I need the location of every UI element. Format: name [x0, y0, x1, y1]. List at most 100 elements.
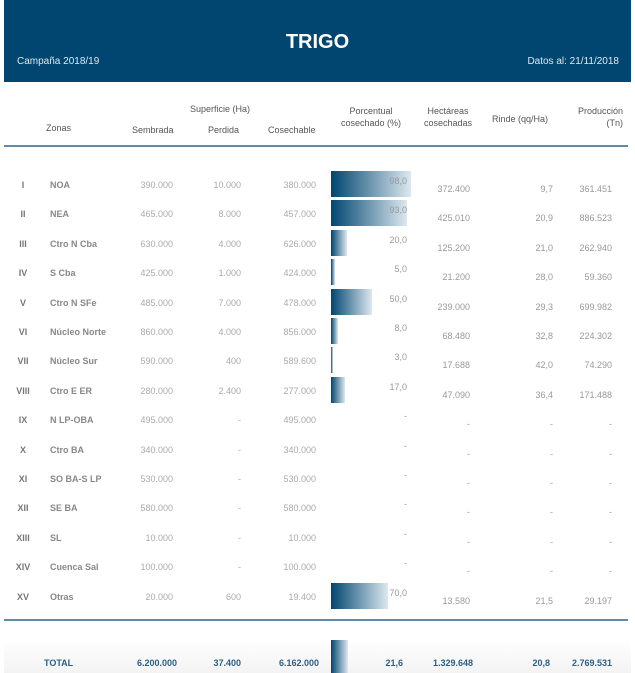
- pct-value: 98,0: [389, 176, 407, 186]
- zone-number: VI: [18, 327, 28, 337]
- cosechable-value: 424.000: [283, 268, 316, 279]
- cosechable-value: 478.000: [283, 297, 316, 308]
- perdida-value: -: [238, 444, 241, 455]
- pct-bar: [331, 347, 334, 374]
- rinde-value: 36,4: [535, 389, 553, 400]
- pct-value: 17,0: [389, 381, 407, 392]
- col-porcentual-line2: cosechado (%): [340, 118, 402, 128]
- col-porcentual: Porcentual cosechado (%): [336, 105, 406, 129]
- cosechable-value: 100.000: [283, 562, 316, 573]
- total-label: TOTAL: [44, 658, 74, 668]
- total-sembrada: 6.200.000: [136, 658, 177, 668]
- table-row: II NEA 465.000 8.000 457.000 93,0 425.010 20,9 8…: [0, 200, 635, 227]
- sembrada-value: 425.000: [140, 268, 173, 279]
- hectareas-value: 125.200: [437, 242, 470, 253]
- rinde-value: 42,0: [535, 360, 553, 371]
- hectareas-value: -: [467, 478, 470, 488]
- cosechable-value: 19.400: [288, 591, 316, 602]
- cosechable-value: 530.000: [283, 474, 316, 484]
- rinde-value: -: [550, 478, 553, 488]
- hectareas-value: 239.000: [437, 301, 470, 312]
- pct-value: 20,0: [389, 234, 407, 245]
- pct-bar: [331, 229, 348, 256]
- zone-name: Núcleo Norte: [50, 327, 107, 337]
- pct-bar: [331, 376, 345, 403]
- sembrada-value: 20.000: [145, 591, 173, 602]
- pct-value: 70,0: [389, 587, 407, 598]
- sembrada-value: 630.000: [140, 238, 173, 249]
- produccion-value: 361.451: [579, 184, 612, 194]
- pct-value: -: [404, 499, 407, 510]
- zone-number: IV: [18, 268, 28, 279]
- zone-number: X: [19, 444, 26, 455]
- pct-value: 3,0: [394, 352, 407, 363]
- zone-number: III: [19, 238, 27, 249]
- pct-bar: [331, 582, 389, 609]
- table-row: XII SE BA 580.000 - 580.000 - - - -: [0, 499, 635, 519]
- report-title: TRIGO: [285, 31, 350, 53]
- pct-bar: [331, 171, 412, 197]
- zone-name: SO BA-S LP: [50, 474, 102, 484]
- total-produccion: 2.769.531: [571, 658, 612, 668]
- rinde-value: -: [550, 419, 553, 430]
- total-pct-bar: [331, 640, 348, 673]
- zone-number: V: [19, 297, 26, 308]
- rinde-value: 20,9: [535, 213, 553, 224]
- table-row: IX N LP-OBA 495.000 - 495.000 - - - -: [0, 411, 635, 431]
- col-hectareas-line1: Hectáreas: [427, 106, 469, 116]
- zone-name: SE BA: [50, 503, 78, 514]
- zone-name: NEA: [50, 209, 70, 220]
- perdida-value: 10.000: [213, 180, 241, 190]
- produccion-value: 886.523: [579, 213, 612, 224]
- perdida-value: 2.400: [218, 385, 241, 396]
- zone-name: Ctro N Cba: [50, 238, 97, 249]
- produccion-value: 699.982: [579, 301, 612, 312]
- hectareas-value: -: [467, 419, 470, 430]
- produccion-value: -: [609, 478, 612, 488]
- zone-name: Ctro BA: [50, 444, 84, 455]
- rinde-value: 32,8: [535, 331, 553, 341]
- perdida-value: 1.000: [218, 268, 241, 279]
- table-row: V Ctro N SFe 485.000 7.000 478.000 50,0 239.00…: [0, 288, 635, 315]
- hectareas-value: -: [467, 566, 470, 577]
- hectareas-value: 47.090: [442, 389, 470, 400]
- sembrada-value: 860.000: [140, 327, 173, 337]
- zone-name: N LP-OBA: [50, 415, 94, 426]
- total-perdida: 37.400: [213, 658, 241, 668]
- pct-value: -: [404, 470, 407, 480]
- zone-number: II: [20, 209, 26, 220]
- table-row: I NOA 390.000 10.000 380.000 98,0 372.400 9,7 36…: [0, 171, 635, 197]
- total-hectareas: 1.329.648: [432, 658, 473, 668]
- pct-value: -: [404, 411, 407, 422]
- produccion-value: -: [609, 448, 612, 459]
- hectareas-value: 425.010: [437, 213, 470, 224]
- table-row: X Ctro BA 340.000 - 340.000 - - - -: [0, 441, 635, 461]
- table-row: IV S Cba 425.000 1.000 424.000 5,0 21.200 28,0 5…: [0, 259, 635, 286]
- rinde-value: 28,0: [535, 272, 553, 283]
- cosechable-value: 340.000: [283, 444, 316, 455]
- hectareas-value: 372.400: [437, 184, 470, 194]
- perdida-value: 600: [225, 591, 241, 602]
- zone-number: XIII: [16, 532, 30, 543]
- produccion-value: -: [609, 566, 612, 577]
- produccion-value: 171.488: [579, 389, 612, 400]
- col-porcentual-line1: Porcentual: [349, 106, 393, 116]
- col-rinde: Rinde (qq/Ha): [492, 114, 549, 124]
- pct-value: -: [404, 528, 407, 539]
- col-hectareas-line2: cosechadas: [423, 118, 473, 128]
- sembrada-value: 495.000: [140, 415, 173, 426]
- perdida-value: -: [238, 415, 241, 426]
- hectareas-value: 68.480: [442, 331, 470, 341]
- sembrada-value: 10.000: [145, 532, 173, 543]
- perdida-value: 4.000: [218, 327, 241, 337]
- produccion-value: -: [609, 419, 612, 430]
- table-row: XIII SL 10.000 - 10.000 - - - -: [0, 529, 635, 549]
- hectareas-value: 21.200: [442, 272, 470, 283]
- perdida-value: -: [238, 562, 241, 573]
- perdida-value: -: [238, 532, 241, 543]
- perdida-value: 7.000: [218, 297, 241, 308]
- rinde-value: -: [550, 536, 553, 547]
- col-hectareas: Hectáreas cosechadas: [418, 105, 478, 129]
- campaign-label: Campaña 2018/19: [17, 56, 100, 67]
- col-produccion: Producción (Tn): [578, 105, 623, 129]
